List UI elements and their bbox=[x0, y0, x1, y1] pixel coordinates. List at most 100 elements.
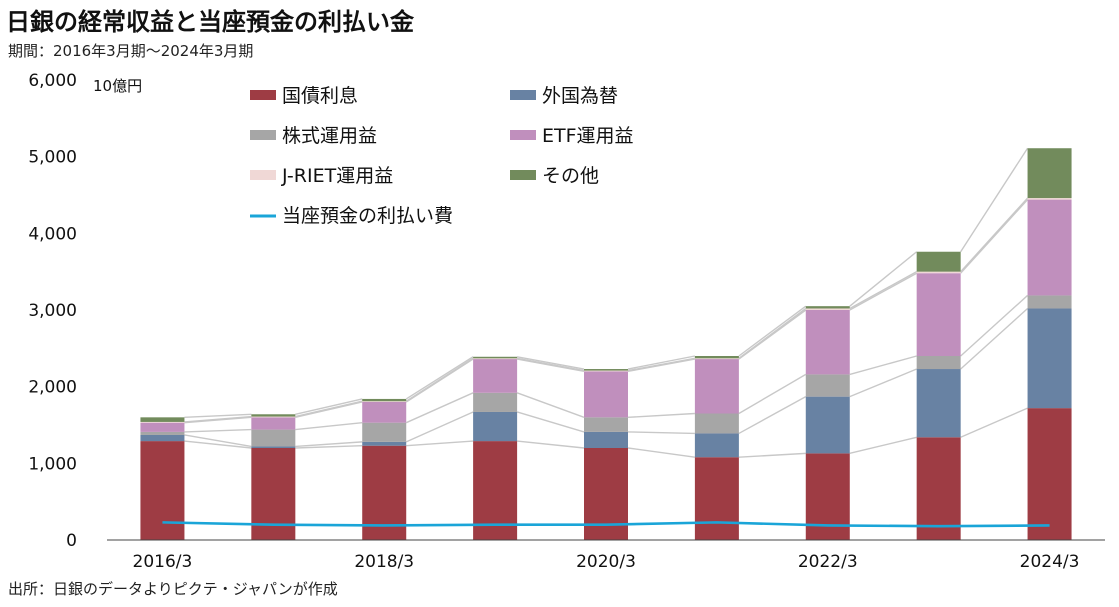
x-tick-label: 2022/3 bbox=[798, 552, 858, 572]
bar-segment bbox=[251, 416, 296, 418]
bar-segment bbox=[362, 401, 407, 402]
bar-segment bbox=[140, 417, 185, 422]
bar-segment bbox=[251, 429, 296, 447]
bar-segment bbox=[916, 356, 961, 370]
bar-segment bbox=[140, 434, 185, 442]
connector-line bbox=[627, 431, 695, 435]
connector-line bbox=[184, 415, 252, 423]
connector-line bbox=[849, 368, 917, 398]
bar-segment bbox=[916, 437, 961, 540]
bar-segment bbox=[473, 392, 518, 412]
bar-segment bbox=[916, 251, 961, 272]
y-tick-label: 5,000 bbox=[28, 148, 77, 168]
connector-line bbox=[627, 358, 696, 373]
connector-line bbox=[405, 411, 474, 443]
axes: 2016/3 2018/3 2020/3 2022/3 2024/3 0 1,000 2,00… bbox=[28, 71, 1105, 572]
connector-line bbox=[295, 400, 363, 418]
bar-segment bbox=[584, 369, 628, 371]
bar-segment bbox=[473, 358, 518, 360]
connector-line bbox=[738, 452, 806, 458]
bar-segment bbox=[584, 370, 628, 372]
y-tick-label: 0 bbox=[66, 531, 77, 551]
connector-line bbox=[849, 251, 918, 307]
bar-segment bbox=[140, 431, 185, 435]
source-note: 出所：日銀のデータよりピクテ・ジャパンが作成 bbox=[8, 580, 338, 598]
connector-line bbox=[738, 307, 807, 359]
connector-line bbox=[960, 407, 1028, 438]
connector-line bbox=[517, 440, 585, 449]
bar-segment bbox=[1027, 408, 1072, 540]
bar-segment bbox=[805, 396, 850, 454]
connector-line bbox=[516, 358, 585, 373]
x-tick-label: 2020/3 bbox=[576, 552, 636, 572]
bar-segment bbox=[694, 433, 739, 458]
connector-line bbox=[184, 440, 252, 449]
bar-segment bbox=[1027, 148, 1072, 199]
connector-lines bbox=[184, 147, 1029, 458]
bar-segment bbox=[916, 273, 961, 356]
y-tick-label: 6,000 bbox=[28, 71, 77, 91]
bar-segment bbox=[473, 359, 518, 393]
legend-swatch bbox=[250, 130, 276, 140]
y-tick-label: 3,000 bbox=[28, 301, 77, 321]
bar-segment bbox=[916, 271, 961, 274]
bar-segment bbox=[694, 359, 739, 414]
y-tick-label: 4,000 bbox=[28, 224, 77, 244]
legend-label: J-RIET運用益 bbox=[281, 165, 393, 187]
bar-segment bbox=[584, 448, 628, 540]
bar-segment bbox=[140, 421, 185, 423]
legend-swatch bbox=[510, 130, 536, 140]
connector-line bbox=[406, 440, 474, 447]
connector-line bbox=[184, 413, 252, 419]
legend-label: ETF運用益 bbox=[542, 125, 634, 147]
connector-line bbox=[849, 272, 918, 311]
connector-line bbox=[960, 199, 1029, 274]
connector-line bbox=[960, 307, 1029, 370]
bar-segment bbox=[251, 414, 296, 417]
connector-line bbox=[295, 422, 363, 431]
chart-period: 期間：2016年3月期～2024年3月期 bbox=[8, 42, 254, 60]
bar-segment bbox=[1027, 295, 1072, 309]
connector-line bbox=[184, 416, 252, 424]
bar-segment bbox=[251, 448, 296, 540]
connector-line bbox=[405, 392, 474, 424]
bar-segment bbox=[584, 431, 628, 448]
connector-line bbox=[405, 356, 474, 400]
connector-line bbox=[960, 294, 1029, 357]
bar-segment bbox=[362, 398, 407, 402]
connector-line bbox=[960, 197, 1029, 273]
bar-segment bbox=[362, 422, 407, 442]
legend-label: その他 bbox=[542, 165, 599, 187]
connector-line bbox=[295, 398, 363, 415]
x-tick-label: 2024/3 bbox=[1020, 552, 1080, 572]
y-tick-label: 1,000 bbox=[28, 454, 77, 474]
legend-swatch bbox=[510, 170, 536, 180]
bar-segment bbox=[140, 422, 185, 432]
connector-line bbox=[405, 357, 474, 402]
x-tick-label: 2018/3 bbox=[354, 552, 414, 572]
bar-segment bbox=[916, 369, 961, 438]
connector-line bbox=[627, 412, 695, 419]
connector-line bbox=[184, 434, 252, 448]
bar-segment bbox=[694, 358, 739, 360]
x-tick-label: 2016/3 bbox=[133, 552, 193, 572]
bar-segment bbox=[694, 413, 739, 434]
connector-line bbox=[627, 447, 695, 458]
bar-segment bbox=[694, 356, 739, 359]
bar-segment bbox=[140, 441, 185, 540]
legend-label: 株式運用益 bbox=[282, 125, 377, 147]
y-tick-label: 2,000 bbox=[28, 378, 77, 398]
bars bbox=[140, 148, 1072, 540]
connector-line bbox=[849, 436, 917, 455]
y-unit-label: 10億円 bbox=[93, 77, 142, 95]
bar-segment bbox=[473, 411, 518, 442]
legend-swatch bbox=[250, 90, 276, 100]
connector-line bbox=[627, 355, 696, 370]
bar-segment bbox=[805, 374, 850, 397]
bar-segment bbox=[473, 356, 518, 359]
bar-segment bbox=[805, 310, 850, 375]
legend-swatch bbox=[250, 170, 276, 180]
bar-segment bbox=[362, 441, 407, 446]
